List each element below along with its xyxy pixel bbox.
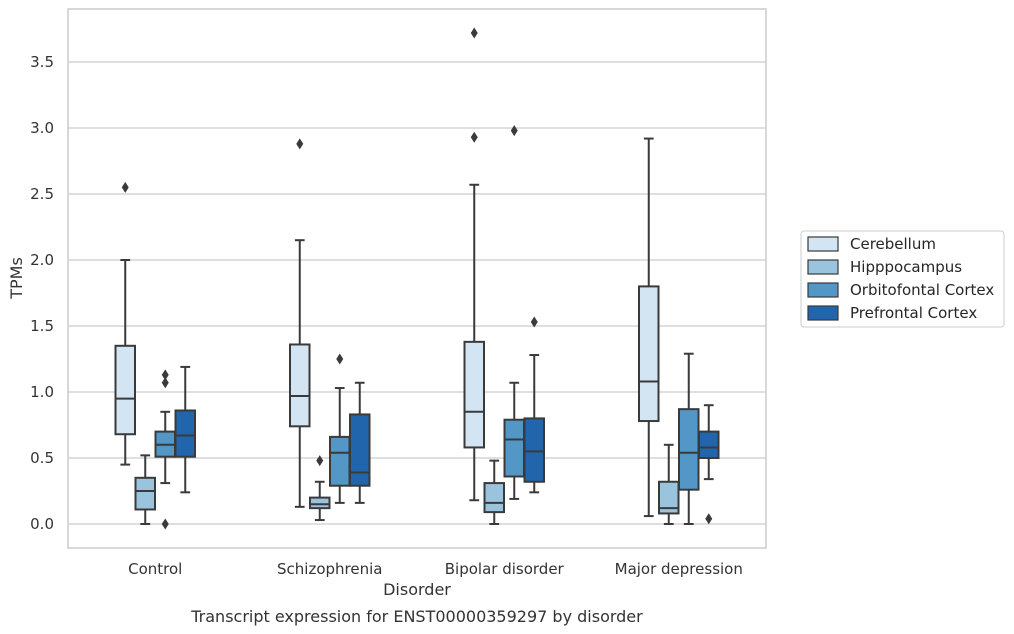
legend-item-orbitofontal-cortex: Orbitofontal Cortex [807, 281, 994, 299]
legend-frame [800, 230, 1005, 328]
box-orbitofontal-cortex-control [154, 369, 176, 530]
box-hipppocampus-major-depression [658, 443, 680, 525]
legend-swatch [807, 236, 839, 252]
iqr-box [114, 344, 136, 436]
figure-caption: Transcript expression for ENST0000035929… [190, 607, 643, 626]
box-orbitofontal-cortex-bipolar-disorder [503, 125, 525, 500]
y-tick-label: 2.5 [30, 185, 54, 203]
legend-items: Cerebellum Hipppocampus Orbitofontal Corte… [807, 235, 994, 322]
box-elements [114, 27, 720, 530]
y-tick-label: 1.0 [30, 383, 54, 401]
iqr-box [309, 496, 331, 510]
outlier-point [470, 131, 478, 143]
iqr-box [349, 413, 371, 487]
outlier-point [296, 138, 304, 150]
iqr-box [329, 435, 351, 487]
y-tick-labels: 0.0 0.5 1.0 1.5 2.0 2.5 3.0 3.5 [30, 53, 54, 533]
outlier-point [161, 369, 169, 381]
legend-label: Cerebellum [850, 235, 936, 253]
x-tick-label: Schizophrenia [277, 560, 382, 578]
iqr-box [523, 417, 545, 483]
box-prefrontal-cortex-major-depression [698, 404, 720, 525]
box-orbitofontal-cortex-major-depression [678, 352, 700, 525]
box-hipppocampus-bipolar-disorder [483, 459, 505, 525]
box-hipppocampus-schizophrenia [309, 455, 331, 522]
iqr-box [174, 409, 196, 458]
legend-swatch [807, 282, 839, 298]
iqr-box [698, 430, 720, 460]
box-prefrontal-cortex-bipolar-disorder [523, 316, 545, 494]
y-tick-label: 2.0 [30, 251, 54, 269]
outlier-point [336, 353, 344, 365]
y-tick-label: 0.5 [30, 449, 54, 467]
box-prefrontal-cortex-schizophrenia [349, 381, 371, 504]
iqr-box [134, 476, 156, 511]
legend-label: Hipppocampus [850, 258, 962, 276]
outlier-point [316, 455, 324, 467]
x-tick-label: Control [128, 560, 182, 578]
iqr-box [289, 343, 311, 428]
legend-item-cerebellum: Cerebellum [807, 235, 936, 253]
iqr-box [503, 418, 525, 478]
legend: Cerebellum Hipppocampus Orbitofontal Corte… [800, 230, 1005, 328]
box-cerebellum-schizophrenia [289, 138, 311, 508]
box-hipppocampus-control [134, 454, 156, 525]
x-tick-label: Bipolar disorder [445, 560, 565, 578]
outlier-point [161, 518, 169, 530]
legend-label: Prefrontal Cortex [850, 304, 977, 322]
plot-area-frame [67, 8, 767, 549]
box-orbitofontal-cortex-schizophrenia [329, 353, 351, 504]
outlier-point [470, 27, 478, 39]
iqr-box [483, 482, 505, 514]
iqr-box [678, 408, 700, 491]
box-prefrontal-cortex-control [174, 365, 196, 494]
outlier-point [510, 125, 518, 137]
legend-swatch [807, 259, 839, 275]
iqr-box [658, 480, 680, 515]
y-tick-label: 0.0 [30, 515, 54, 533]
legend-swatch [807, 305, 839, 321]
legend-item-hipppocampus: Hipppocampus [807, 258, 962, 276]
iqr-box [638, 285, 660, 423]
outlier-point [705, 513, 713, 525]
iqr-box [463, 340, 485, 449]
outlier-point [121, 181, 129, 193]
y-tick-label: 3.5 [30, 53, 54, 71]
y-tick-label: 3.0 [30, 119, 54, 137]
y-tick-label: 1.5 [30, 317, 54, 335]
x-tick-label: Major depression [615, 560, 743, 578]
box-cerebellum-control [114, 181, 136, 466]
x-tick-labels: Control Schizophrenia Bipolar disorder Majo… [128, 560, 743, 578]
x-axis-label: Disorder [383, 580, 451, 599]
outlier-point [530, 316, 538, 328]
box-cerebellum-bipolar-disorder [463, 27, 485, 502]
legend-item-prefrontal-cortex: Prefrontal Cortex [807, 304, 977, 322]
box-cerebellum-major-depression [638, 137, 660, 518]
outlier-point [161, 377, 169, 389]
y-axis-label: TPMs [7, 257, 26, 300]
legend-label: Orbitofontal Cortex [850, 281, 994, 299]
